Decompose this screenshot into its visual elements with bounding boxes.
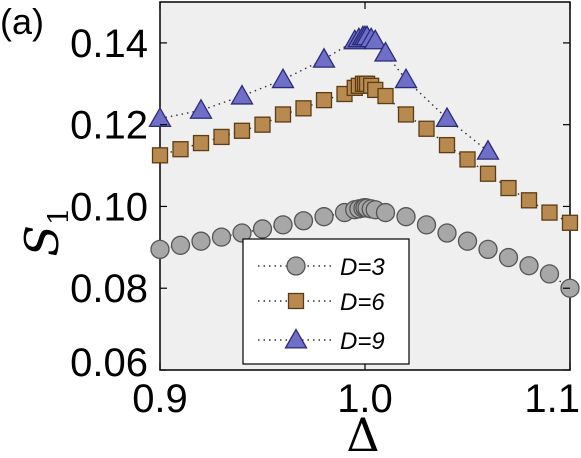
y-axis-label-main: S [15,225,69,257]
axis-ticks [159,2,571,371]
data-point-triangle [230,84,254,105]
data-point-square [377,87,394,105]
data-point-circle [478,239,498,260]
legend-box [242,238,410,365]
data-point-triangle [373,41,398,62]
series-markers [148,24,580,298]
data-point-square [254,116,271,133]
legend-label: D=6 [340,289,385,316]
data-point-circle [191,231,211,251]
data-point-square [274,106,292,123]
legend: D=3 D=6 D=9 [242,238,410,365]
data-point-circle [232,223,252,243]
data-point-circle [437,223,457,243]
y-tick-label: 0.08 [70,267,148,311]
data-point-square [438,136,456,154]
data-point-square [295,100,312,117]
data-point-triangle [394,67,418,89]
x-tick-label: 1.0 [337,377,393,421]
x-tick-label: 0.9 [132,377,188,421]
data-point-square [315,91,333,109]
data-point-circle [375,202,396,223]
data-point-circle [396,207,416,227]
x-axis-label: Δ [346,408,379,458]
data-point-square [151,147,169,164]
y-tick-label: 0.12 [70,104,148,148]
y-tick-label: 0.14 [70,22,148,66]
data-point-circle [416,215,437,235]
legend-marker-triangle [284,328,308,349]
panel-label: (a) [0,1,44,42]
data-point-triangle [476,139,500,160]
data-point-square [520,192,538,209]
data-point-circle [498,247,519,268]
data-point-square [459,151,476,168]
data-point-square [172,141,189,158]
data-point-circle [457,231,478,251]
data-point-square [192,134,210,152]
data-point-square [479,165,497,182]
y-axis-label: S1 [15,207,75,256]
data-point-circle [519,256,539,276]
legend-marker-square [287,292,305,310]
legend-marker-circle [286,256,306,276]
data-point-circle [170,235,191,255]
tick-labels: 0.9 1.0 1.1 0.06 0.08 0.10 0.12 0.14 [70,22,580,421]
data-point-triangle [271,67,295,89]
y-axis-label-subscript: 1 [42,207,75,225]
data-point-circle [273,215,293,235]
y-tick-label: 0.06 [70,341,148,385]
data-point-circle [211,227,232,247]
data-point-triangle [363,29,387,50]
data-point-square [418,120,435,137]
data-point-circle [252,219,273,239]
legend-label: D=3 [340,254,385,281]
data-point-square [561,214,579,231]
x-tick-label: 1.1 [524,377,580,421]
legend-label: D=9 [340,328,385,355]
data-point-circle [314,207,334,227]
data-point-square [541,204,558,221]
data-point-circle [150,239,170,260]
data-point-triangle [435,106,459,128]
data-point-square [213,128,230,146]
data-point-square [500,179,517,197]
data-point-square [397,106,415,123]
data-point-square [233,122,251,139]
data-point-triangle [148,106,172,128]
data-point-circle [539,264,560,284]
data-point-triangle [312,47,336,68]
data-point-circle [293,211,314,231]
data-point-triangle [189,98,213,119]
y-tick-label: 0.10 [70,185,148,229]
